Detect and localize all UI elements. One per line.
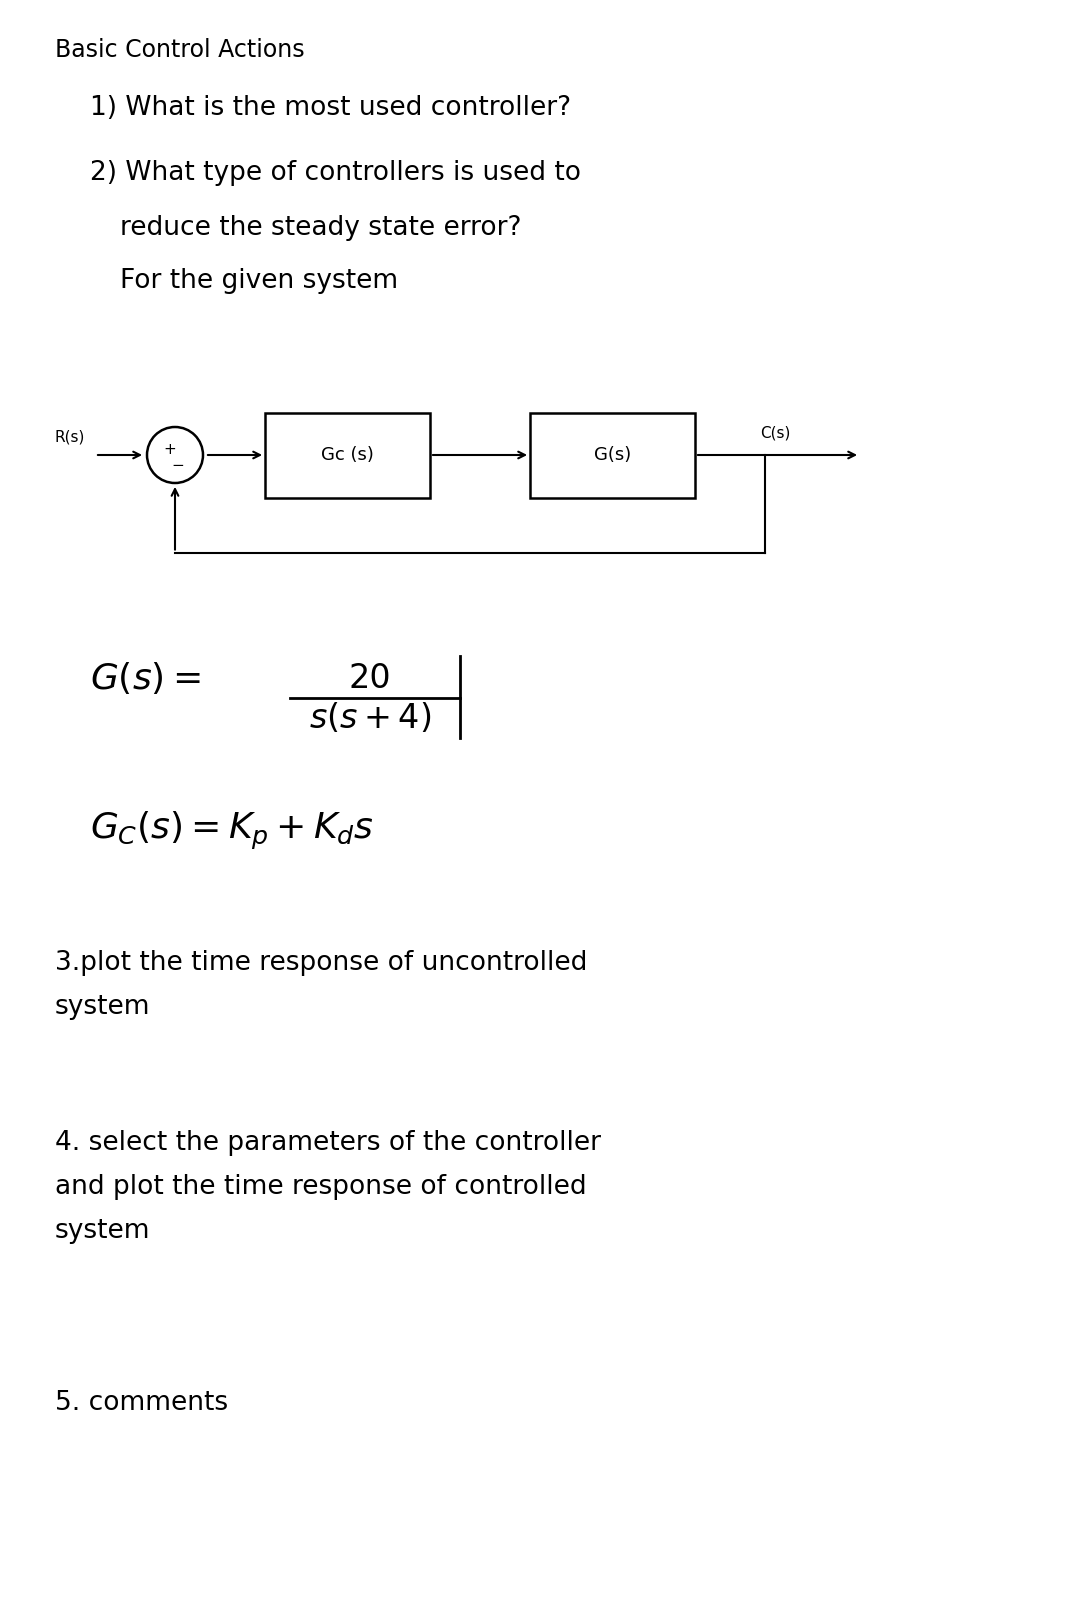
- Text: 20: 20: [349, 662, 391, 694]
- Text: $G_C(s) = K_p + K_d s$: $G_C(s) = K_p + K_d s$: [90, 810, 374, 852]
- Text: reduce the steady state error?: reduce the steady state error?: [120, 215, 522, 241]
- Text: $s(s + 4)$: $s(s + 4)$: [309, 701, 431, 734]
- Text: $G(s) =$: $G(s) =$: [90, 660, 201, 696]
- Text: 1) What is the most used controller?: 1) What is the most used controller?: [90, 95, 571, 121]
- Text: G(s): G(s): [594, 447, 631, 464]
- Text: 4. select the parameters of the controller
and plot the time response of control: 4. select the parameters of the controll…: [55, 1130, 600, 1244]
- Text: Basic Control Actions: Basic Control Actions: [55, 39, 305, 63]
- Text: For the given system: For the given system: [120, 268, 399, 294]
- Text: 2) What type of controllers is used to: 2) What type of controllers is used to: [90, 161, 581, 186]
- Text: C(s): C(s): [760, 426, 791, 440]
- Text: +: +: [164, 442, 176, 456]
- Bar: [265, 413, 430, 498]
- Text: 3.plot the time response of uncontrolled
system: 3.plot the time response of uncontrolled…: [55, 950, 588, 1020]
- Text: 5. comments: 5. comments: [55, 1390, 228, 1416]
- Text: −: −: [172, 458, 185, 472]
- Text: Gc (s): Gc (s): [321, 447, 374, 464]
- Text: R(s): R(s): [55, 431, 85, 445]
- Bar: [530, 413, 696, 498]
